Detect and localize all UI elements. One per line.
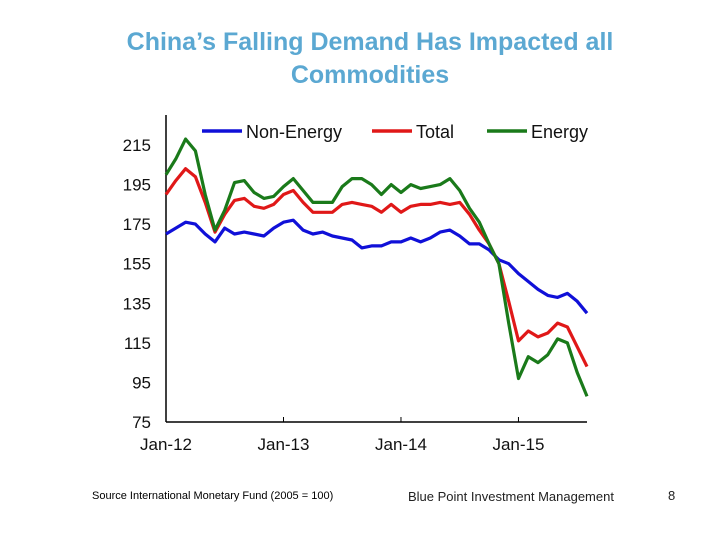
series-line-non-energy bbox=[165, 218, 589, 315]
x-tick-label: Jan-12 bbox=[140, 435, 192, 454]
page-number: 8 bbox=[668, 488, 676, 503]
x-tick-label: Jan-15 bbox=[492, 435, 544, 454]
slide-title: China’s Falling Demand Has Impacted all … bbox=[126, 28, 614, 89]
source-note: Source International Monetary Fund (2005… bbox=[92, 490, 334, 502]
y-tick-label: 155 bbox=[123, 255, 151, 274]
x-tick-label: Jan-13 bbox=[257, 435, 309, 454]
y-tick-label: 135 bbox=[123, 294, 151, 313]
x-tick-label: Jan-14 bbox=[375, 435, 427, 454]
y-tick-label: 215 bbox=[123, 136, 151, 155]
series-line-energy bbox=[164, 137, 589, 397]
legend-label: Energy bbox=[531, 122, 588, 142]
firm-name: Blue Point Investment Management bbox=[408, 489, 614, 504]
legend-label: Total bbox=[416, 122, 454, 142]
y-tick-label: 95 bbox=[132, 373, 151, 392]
y-tick-label: 175 bbox=[123, 215, 151, 234]
series-line-total bbox=[164, 167, 589, 368]
y-tick-label: 75 bbox=[132, 413, 151, 432]
legend-label: Non-Energy bbox=[246, 122, 342, 142]
y-tick-label: 115 bbox=[124, 334, 151, 353]
y-tick-label: 195 bbox=[123, 176, 151, 195]
